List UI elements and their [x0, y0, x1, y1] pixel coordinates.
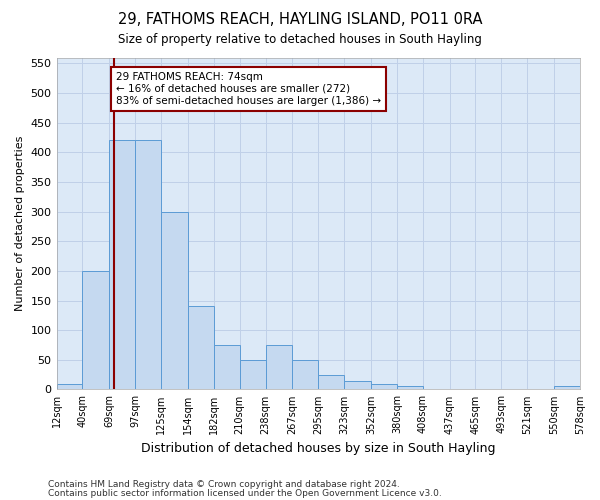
Text: Size of property relative to detached houses in South Hayling: Size of property relative to detached ho… — [118, 32, 482, 46]
Bar — [239, 360, 266, 390]
Bar — [266, 345, 292, 390]
Bar — [344, 380, 371, 390]
Bar — [292, 360, 318, 390]
Bar — [214, 345, 239, 390]
Bar — [188, 306, 214, 390]
Text: 29 FATHOMS REACH: 74sqm
← 16% of detached houses are smaller (272)
83% of semi-d: 29 FATHOMS REACH: 74sqm ← 16% of detache… — [116, 72, 381, 106]
Text: Contains public sector information licensed under the Open Government Licence v3: Contains public sector information licen… — [48, 488, 442, 498]
Bar — [135, 140, 161, 390]
Bar — [109, 140, 135, 390]
Bar — [554, 386, 580, 390]
Y-axis label: Number of detached properties: Number of detached properties — [15, 136, 25, 311]
Bar — [397, 386, 423, 390]
Bar — [56, 384, 82, 390]
Text: Contains HM Land Registry data © Crown copyright and database right 2024.: Contains HM Land Registry data © Crown c… — [48, 480, 400, 489]
Text: 29, FATHOMS REACH, HAYLING ISLAND, PO11 0RA: 29, FATHOMS REACH, HAYLING ISLAND, PO11 … — [118, 12, 482, 28]
X-axis label: Distribution of detached houses by size in South Hayling: Distribution of detached houses by size … — [141, 442, 496, 455]
Bar — [82, 271, 109, 390]
Bar — [161, 212, 188, 390]
Bar — [318, 374, 344, 390]
Bar — [371, 384, 397, 390]
